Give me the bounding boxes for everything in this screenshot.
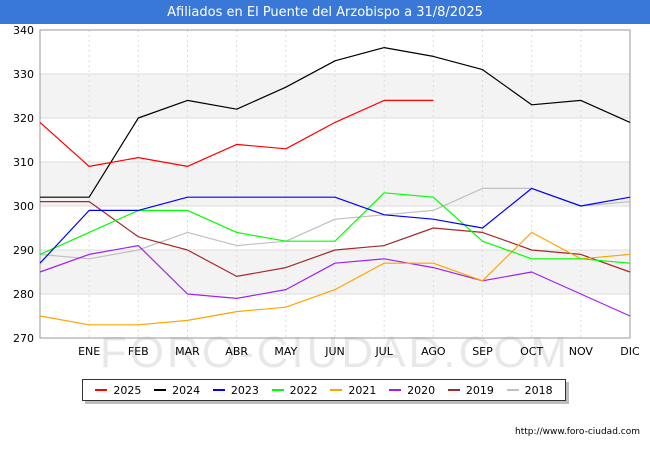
y-tick-label: 310 — [13, 156, 34, 169]
legend-swatch — [330, 389, 343, 391]
legend-item-2018: 2018 — [506, 383, 553, 397]
y-tick-label: 340 — [13, 24, 34, 37]
legend-item-2024: 2024 — [154, 384, 200, 397]
grid-lines — [39, 29, 631, 339]
x-tick-label: OCT — [520, 345, 543, 358]
legend-swatch — [271, 389, 284, 391]
series-line-2019 — [40, 201, 631, 277]
legend-swatch — [447, 389, 460, 391]
plot-frame — [39, 29, 631, 339]
y-axis-ticks: 270 280 290 300 310 320 330 340 — [13, 24, 34, 345]
legend-label: 2025 — [113, 383, 142, 397]
legend-swatch — [95, 389, 108, 391]
plot-band — [40, 206, 630, 250]
series-line-2021 — [39, 231, 631, 326]
legend-item-2022: 2022 — [271, 383, 318, 397]
legend: 2025 2024 2023 2022 2021 2020 2019 2018 — [82, 379, 566, 401]
legend-label: 2019 — [465, 383, 494, 397]
legend-item-2020: 2020 — [389, 384, 435, 397]
plot-band — [40, 162, 630, 206]
x-tick-label: MAY — [274, 345, 297, 358]
legend-label: 2018 — [524, 383, 553, 397]
legend-label: 2021 — [348, 383, 377, 397]
y-tick-label: 280 — [13, 288, 34, 301]
y-tick-label: 270 — [13, 332, 34, 345]
x-tick-label: MAR — [175, 345, 200, 358]
legend-item-2021: 2021 — [330, 384, 376, 397]
series-line-2020 — [39, 245, 631, 317]
series-line-2025 — [39, 99, 434, 167]
x-tick-label: FEB — [128, 345, 149, 358]
x-tick-label: JUN — [324, 345, 345, 358]
x-tick-label: DIC — [620, 345, 640, 358]
x-tick-label: AGO — [421, 345, 446, 358]
x-axis-ticks: ENE FEB MAR ABR MAY JUN JUL AGO SEP OCT NOV DIC — [78, 345, 640, 358]
x-tick-label: JUL — [374, 345, 393, 358]
legend-label: 2020 — [407, 383, 436, 397]
x-tick-label: NOV — [569, 345, 594, 358]
x-tick-label: SEP — [472, 345, 493, 358]
legend-item-2023: 2023 — [212, 383, 259, 397]
legend-label: 2022 — [289, 383, 318, 397]
legend-swatch — [389, 389, 402, 391]
y-tick-label: 320 — [13, 112, 34, 125]
legend-swatch — [154, 389, 167, 391]
y-tick-label: 300 — [13, 200, 34, 213]
x-tick-label: ENE — [78, 345, 100, 358]
legend-swatch — [212, 389, 225, 391]
watermark: FORO-CIUDAD.COM — [100, 328, 570, 377]
legend-label: 2023 — [230, 383, 259, 397]
x-tick-label: ABR — [225, 345, 248, 358]
y-tick-label: 290 — [13, 244, 34, 257]
series-lines — [39, 46, 631, 326]
chart-title: Afiliados en El Puente del Arzobispo a 3… — [0, 0, 650, 24]
legend-item-2025: 2025 — [95, 384, 141, 397]
legend-item-2019: 2019 — [447, 383, 494, 397]
series-line-2023 — [39, 187, 631, 264]
source-url: http://www.foro-ciudad.com — [515, 427, 640, 437]
series-line-2024 — [40, 46, 631, 198]
legend-swatch — [506, 389, 519, 391]
legend-label: 2024 — [172, 383, 201, 397]
y-tick-label: 330 — [13, 68, 34, 81]
